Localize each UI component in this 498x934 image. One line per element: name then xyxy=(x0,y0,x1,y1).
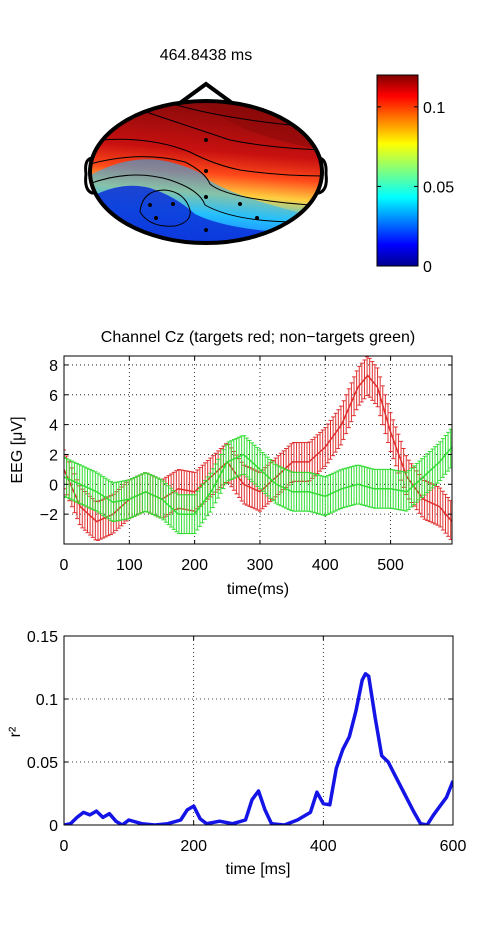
electrode xyxy=(204,138,208,142)
electrodes xyxy=(148,138,259,232)
electrode xyxy=(154,216,158,220)
colorbar-tick-label: 0 xyxy=(423,259,432,276)
eeg-x-label: time(ms) xyxy=(227,581,289,598)
electrode xyxy=(171,202,175,206)
r2-y-tick-label: 0.15 xyxy=(27,629,58,646)
eeg-title: Channel Cz (targets red; non−targets gre… xyxy=(101,329,415,346)
r2-x-tick-label: 400 xyxy=(310,838,337,855)
eeg-y-tick-label: 0 xyxy=(49,477,58,494)
r2-axes-frame xyxy=(63,635,454,826)
eeg-y-tick-label: −2 xyxy=(40,507,58,524)
colorbar-frame xyxy=(376,74,419,267)
contour-line xyxy=(139,109,322,151)
colorbar-ticks: 0 0.05 0.1 xyxy=(377,100,454,276)
r2-plot: 0 200 400 600 0 0.05 0.1 0.15 time [ms] r² xyxy=(7,629,466,878)
eeg-x-tick-label: 0 xyxy=(60,557,69,574)
eeg-x-tick-label: 400 xyxy=(312,557,339,574)
electrode xyxy=(148,203,152,207)
colorbar-tick-label: 0.05 xyxy=(423,179,454,196)
nose xyxy=(178,81,234,105)
electrode xyxy=(204,169,208,173)
topography-title: 464.8438 ms xyxy=(160,47,253,64)
r2-plot-area xyxy=(64,636,453,825)
r2-x-tick-label: 600 xyxy=(440,838,467,855)
r2-y-tick-label: 0.1 xyxy=(36,692,58,709)
electrode xyxy=(204,195,208,199)
colorbar-tick-label: 0.1 xyxy=(423,100,445,117)
r2-x-label: time [ms] xyxy=(226,861,291,878)
eeg-ticks: 0 100 200 300 400 500 −2 0 2 4 6 8 xyxy=(40,356,452,574)
eeg-x-tick-label: 200 xyxy=(181,557,208,574)
eeg-series xyxy=(64,356,452,541)
eeg-y-label: EEG [μV] xyxy=(9,416,26,483)
eeg-y-tick-label: 6 xyxy=(49,388,58,405)
eeg-y-tick-label: 2 xyxy=(49,447,58,464)
r2-x-tick-label: 0 xyxy=(60,838,69,855)
contour-line xyxy=(90,156,322,207)
eeg-plot: Channel Cz (targets red; non−targets gre… xyxy=(9,329,453,598)
contour-line xyxy=(139,189,191,227)
eeg-series-group xyxy=(64,428,452,535)
eeg-y-tick-label: 4 xyxy=(49,418,58,435)
eeg-x-tick-label: 100 xyxy=(116,557,143,574)
r2-y-tick-label: 0.05 xyxy=(27,755,58,772)
eeg-y-tick-label: 8 xyxy=(49,358,58,375)
contour-line xyxy=(99,138,322,177)
r2-x-tick-label: 200 xyxy=(180,838,207,855)
electrode xyxy=(204,228,208,232)
colorbar-gradient xyxy=(377,75,418,266)
colorbar: 0 0.05 0.1 xyxy=(376,74,454,276)
eeg-x-tick-label: 500 xyxy=(377,557,404,574)
r2-ticks: 0 200 400 600 0 0.05 0.1 0.15 xyxy=(27,629,467,855)
contour-line xyxy=(90,174,301,223)
eeg-axes-frame xyxy=(63,355,453,545)
r2-series-line xyxy=(64,672,453,825)
r2-series xyxy=(64,672,453,825)
electrode xyxy=(238,202,242,206)
eeg-series-line xyxy=(64,446,452,515)
r2-y-label: r² xyxy=(7,726,24,737)
head-outline xyxy=(88,99,324,245)
r2-y-tick-label: 0 xyxy=(49,818,58,835)
electrode xyxy=(255,216,259,220)
topography-plot: 464.8438 ms xyxy=(84,47,454,276)
eeg-x-tick-label: 300 xyxy=(247,557,274,574)
